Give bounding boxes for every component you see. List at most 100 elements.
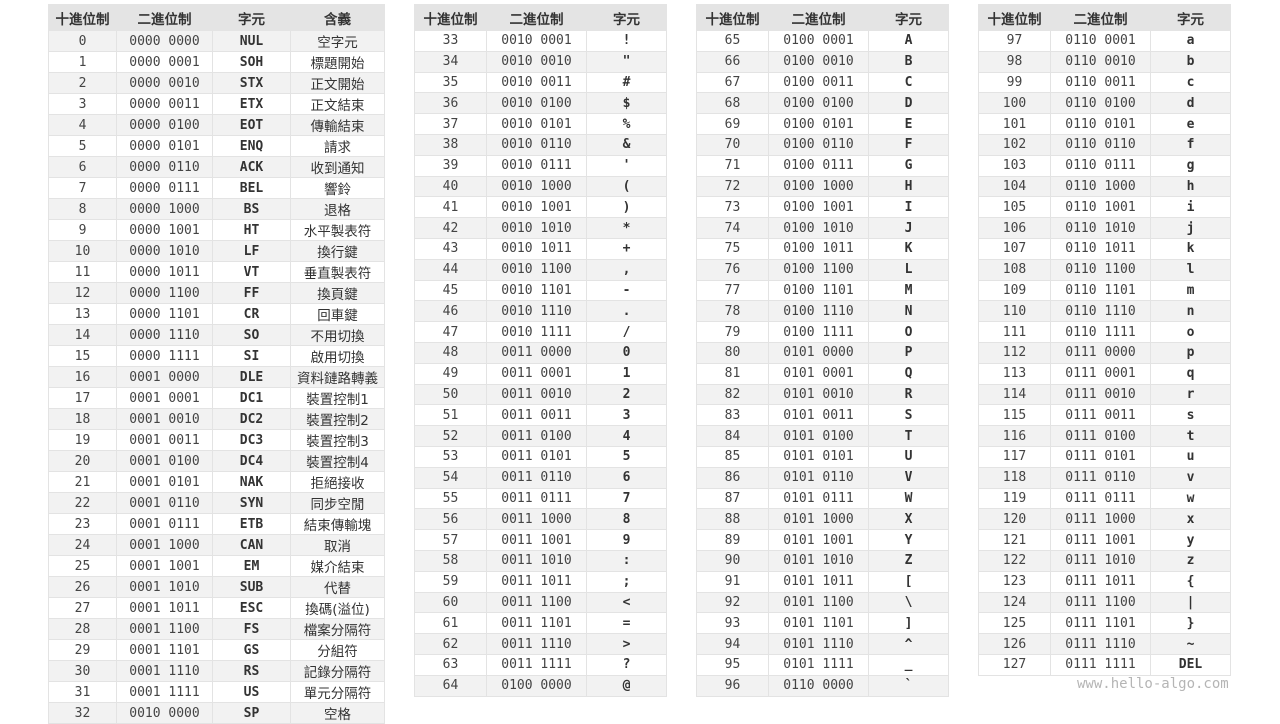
cell-binary: 0101 1010 [768, 549, 869, 572]
cell-character: T [868, 425, 949, 447]
cell-binary: 0000 1111 [116, 345, 213, 367]
cell-binary: 0110 1010 [1050, 217, 1151, 239]
ascii-table-uppercase: 十進位制 二進位制 字元 65 0100 0001 A 66 0100 0010 B 67 0100… [696, 4, 949, 697]
cell-decimal: 63 [414, 653, 487, 676]
cell-character: E [868, 113, 949, 135]
cell-decimal: 84 [696, 425, 769, 447]
cell-binary: 0111 0000 [1050, 341, 1151, 364]
cell-character: * [586, 217, 667, 239]
cell-meaning: 換頁鍵 [290, 282, 385, 304]
table-row: 109 0110 1101 m [978, 279, 1231, 302]
cell-binary: 0111 0101 [1050, 445, 1151, 468]
cell-character: o [1150, 321, 1231, 343]
column-header-meaning: 含義 [290, 4, 385, 31]
cell-character: Z [868, 549, 949, 572]
cell-decimal: 76 [696, 258, 769, 281]
cell-binary: 0010 0100 [486, 92, 587, 115]
cell-binary: 0101 1001 [768, 529, 869, 551]
cell-character: H [868, 175, 949, 198]
table-row: 101 0110 0101 e [978, 113, 1231, 135]
cell-binary: 0001 1001 [116, 555, 213, 577]
cell-binary: 0100 1111 [768, 321, 869, 343]
table-row: 42 0010 1010 * [414, 217, 667, 239]
table-row: 94 0101 1110 ^ [696, 633, 949, 655]
table-header-row: 十進位制 二進位制 字元 [414, 4, 667, 31]
column-header-decimal: 十進位制 [696, 4, 769, 31]
cell-character: ; [586, 570, 667, 593]
cell-binary: 0111 1111 [1050, 653, 1151, 676]
cell-binary: 0101 1100 [768, 591, 869, 614]
cell-binary: 0001 0101 [116, 471, 213, 493]
table-row: 64 0100 0000 @ [414, 674, 667, 697]
table-row: 63 0011 1111? [414, 653, 667, 676]
table-row: 126 0111 1110 ~ [978, 633, 1231, 655]
cell-meaning: 請求 [290, 135, 385, 157]
cell-decimal: 101 [978, 113, 1051, 135]
cell-decimal: 42 [414, 217, 487, 239]
cell-binary: 0001 1010 [116, 576, 213, 598]
cell-meaning: 標題開始 [290, 51, 385, 73]
cell-binary: 0110 0011 [1050, 71, 1151, 94]
cell-meaning: 傳輸結束 [290, 114, 385, 136]
cell-character: J [868, 217, 949, 239]
table-row: 127 0111 1111 DEL [978, 653, 1231, 676]
cell-binary: 0011 1110 [486, 633, 587, 655]
cell-binary: 0011 0001 [486, 362, 587, 385]
table-row: 56 0011 1000 8 [414, 508, 667, 531]
column-header-character: 字元 [212, 4, 291, 31]
cell-binary: 0010 1010 [486, 217, 587, 239]
cell-decimal: 7 [48, 177, 117, 199]
cell-binary: 0101 0011 [768, 404, 869, 427]
cell-decimal: 100 [978, 92, 1051, 115]
table-row: 92 0101 1100 \ [696, 591, 949, 614]
cell-character: ^ [868, 633, 949, 655]
cell-decimal: 83 [696, 404, 769, 427]
cell-binary: 0100 1101 [768, 279, 869, 302]
cell-decimal: 16 [48, 366, 117, 388]
watermark: www.hello-algo.com [1077, 676, 1229, 692]
cell-meaning: 同步空閒 [290, 492, 385, 514]
cell-binary: 0000 1110 [116, 324, 213, 346]
cell-binary: 0101 0100 [768, 425, 869, 447]
cell-decimal: 53 [414, 445, 487, 468]
cell-character: < [586, 591, 667, 614]
cell-decimal: 12 [48, 282, 117, 304]
table-row: 43 0010 1011 + [414, 237, 667, 260]
cell-meaning: 裝置控制2 [290, 408, 385, 430]
cell-binary: 0011 0010 [486, 383, 587, 406]
cell-binary: 0111 1010 [1050, 549, 1151, 572]
cell-binary: 0010 1000 [486, 175, 587, 198]
table-row: 86 0101 0110 V [696, 466, 949, 489]
cell-binary: 0010 1111 [486, 321, 587, 343]
cell-character: BEL [212, 177, 291, 199]
table-row: 113 0111 0001 q [978, 362, 1231, 385]
cell-character: 4 [586, 425, 667, 447]
cell-binary: 0001 1110 [116, 660, 213, 682]
cell-character: } [1150, 612, 1231, 635]
table-row: 19 0001 0011 DC3 裝置控制3 [48, 429, 385, 451]
cell-decimal: 48 [414, 341, 487, 364]
cell-character: M [868, 279, 949, 302]
cell-character: h [1150, 175, 1231, 198]
cell-character: a [1150, 30, 1231, 52]
cell-decimal: 17 [48, 387, 117, 409]
table-row: 118 0111 0110 v [978, 466, 1231, 489]
table-row: 81 0101 0001 Q [696, 362, 949, 385]
cell-decimal: 19 [48, 429, 117, 451]
cell-character: D [868, 92, 949, 115]
cell-character: ~ [1150, 633, 1231, 655]
cell-decimal: 118 [978, 466, 1051, 489]
cell-character: SP [212, 702, 291, 724]
cell-meaning: 單元分隔符 [290, 681, 385, 703]
cell-character: 5 [586, 445, 667, 468]
cell-character: F [868, 133, 949, 156]
cell-character: US [212, 681, 291, 703]
cell-character: ' [586, 154, 667, 177]
cell-character: SO [212, 324, 291, 346]
cell-decimal: 87 [696, 487, 769, 510]
table-row: 14 0000 1110 SO 不用切換 [48, 324, 385, 346]
table-row: 35 0010 0011 # [414, 71, 667, 94]
cell-binary: 0110 0111 [1050, 154, 1151, 177]
cell-character: Q [868, 362, 949, 385]
cell-character: | [1150, 591, 1231, 614]
